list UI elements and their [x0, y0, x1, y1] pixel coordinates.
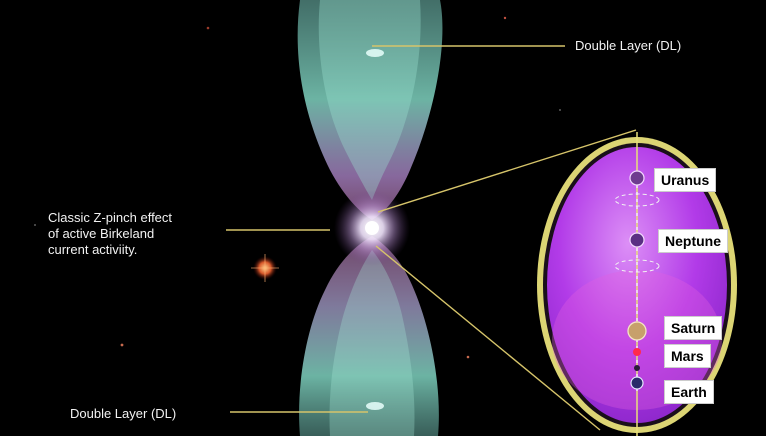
zpinch-line-1: Classic Z-pinch effect — [48, 210, 223, 226]
planet-label-saturn: Saturn — [664, 316, 722, 340]
mars-icon — [633, 348, 641, 356]
planet-label-uranus: Uranus — [654, 168, 716, 192]
zpinch-line-3: current activiity. — [48, 242, 223, 258]
planet-label-earth: Earth — [664, 380, 714, 404]
dl-top-blob — [366, 49, 384, 57]
saturn-icon — [628, 322, 646, 340]
zpinch-caption: Classic Z-pinch effect of active Birkela… — [48, 210, 223, 258]
zpinch-line-2: of active Birkeland — [48, 226, 223, 242]
earth-icon — [631, 377, 643, 389]
double-layer-top-label: Double Layer (DL) — [575, 38, 681, 54]
planet-label-mars: Mars — [664, 344, 711, 368]
dl-bottom-blob — [366, 402, 384, 410]
planet-label-neptune: Neptune — [658, 229, 728, 253]
double-layer-bottom-label: Double Layer (DL) — [70, 406, 176, 422]
uranus-icon — [630, 171, 644, 185]
neptune-icon — [630, 233, 644, 247]
